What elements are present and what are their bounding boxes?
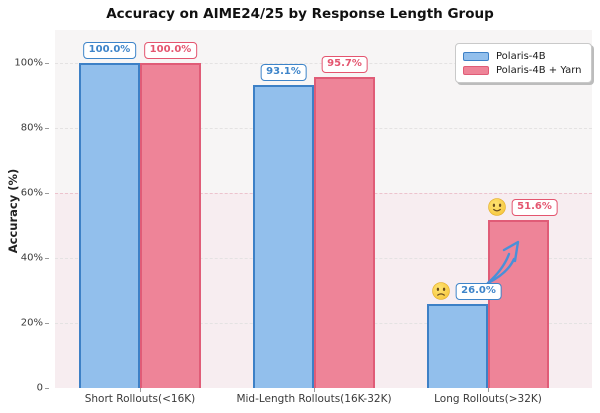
y-tick-label: 60% (20, 187, 43, 199)
x-tick-label: Long Rollouts(>32K) (434, 393, 542, 405)
bar-pink-1 (314, 76, 375, 388)
y-tick-mark (45, 63, 49, 64)
slightly-smiling-face-icon (487, 198, 506, 217)
value-label: 95.7% (321, 55, 368, 73)
value-label: 93.1% (260, 64, 307, 82)
x-tick-label: Short Rollouts(<16K) (84, 393, 196, 405)
x-tick-mark (140, 388, 141, 392)
legend-label: Polaris-4B + Yarn (496, 64, 582, 76)
legend-item-1: Polaris-4B + Yarn (463, 63, 582, 77)
plot-area: Polaris-4B Polaris-4B + Yarn 100.0% 93.1% 2… (55, 30, 592, 388)
x-tick-mark (314, 388, 315, 392)
y-tick-mark (45, 258, 49, 259)
x-tick-mark (488, 388, 489, 392)
y-tick-label: 100% (14, 57, 43, 69)
y-tick-label: 40% (20, 252, 43, 264)
y-tick-mark (45, 323, 49, 324)
y-tick-label: 0 (36, 382, 43, 394)
y-axis-title: Accuracy (%) (6, 168, 20, 254)
y-tick-label: 80% (20, 122, 43, 134)
value-label: 51.6% (511, 199, 558, 217)
bar-blue-1 (253, 85, 314, 388)
legend-item-0: Polaris-4B (463, 49, 582, 63)
bar-pink-2 (488, 220, 549, 388)
value-label: 100.0% (143, 42, 198, 59)
legend-swatch (463, 51, 489, 61)
bar-blue-2 (427, 303, 488, 388)
slightly-frowning-face-icon (431, 281, 450, 300)
legend-label: Polaris-4B (496, 50, 546, 62)
value-label: 100.0% (82, 42, 137, 59)
y-tick-mark (45, 128, 49, 129)
legend: Polaris-4B Polaris-4B + Yarn (455, 43, 592, 83)
y-tick-mark (45, 388, 49, 389)
value-label: 26.0% (455, 282, 502, 300)
y-tick-label: 20% (20, 317, 43, 329)
x-tick-label: Mid-Length Rollouts(16K-32K) (236, 393, 392, 405)
legend-swatch (463, 65, 489, 75)
bar-pink-0 (140, 63, 201, 388)
y-tick-mark (45, 193, 49, 194)
bar-blue-0 (79, 63, 140, 388)
chart-title: Accuracy on AIME24/25 by Response Length… (106, 6, 494, 22)
